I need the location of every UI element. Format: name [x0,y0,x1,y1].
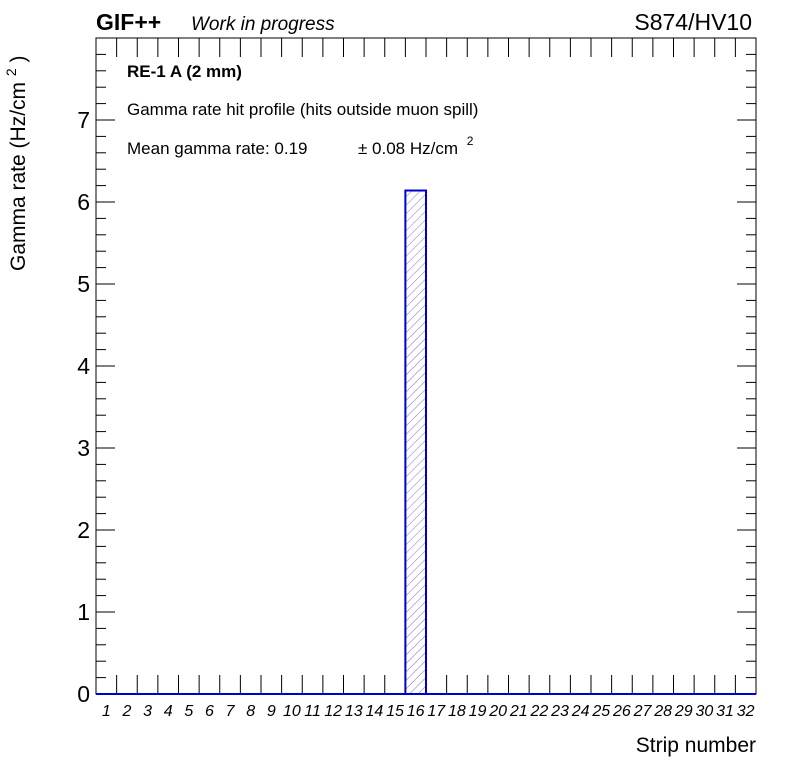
mean-rate-error: ± 0.08 Hz/cm [358,139,458,158]
run-label: S874/HV10 [634,9,752,35]
chamber-label: RE-1 A (2 mm) [127,62,242,81]
x-tick-label: 28 [653,703,672,720]
x-tick-label: 17 [427,703,446,720]
x-tick-label: 8 [246,703,255,720]
gif-logo: GIF++ [96,9,161,35]
x-tick-label: 21 [509,703,528,720]
x-tick-label: 23 [550,703,569,720]
work-in-progress-label: Work in progress [191,14,335,35]
x-tick-label: 24 [571,703,590,720]
x-tick-label: 12 [324,703,342,720]
x-axis-label: Strip number [636,734,756,757]
x-tick-label: 20 [488,703,507,720]
x-tick-label: 14 [366,703,384,720]
x-tick-label: 6 [205,703,214,720]
y-tick-label: 4 [77,353,90,379]
x-tick-labels: 1 2 3 4 5 6 7 8 9 10 11 12 13 14 15 16 17 18 19 20 21 22 23 24 2… [102,703,755,720]
y-tick-label: 2 [77,517,90,543]
x-tick-label: 18 [448,703,466,720]
y-tick-label: 1 [77,599,90,625]
x-tick-label: 31 [716,703,734,720]
x-tick-label: 3 [143,703,152,720]
x-tick-label: 32 [737,703,755,720]
x-tick-label: 25 [591,703,610,720]
mean-rate-exponent: 2 [467,134,474,148]
x-tick-label: 4 [164,703,173,720]
x-tick-label: 7 [226,703,236,720]
x-tick-label: 16 [407,703,425,720]
axis-ticks [95,37,757,695]
x-tick-label: 30 [696,703,714,720]
y-axis-label: Gamma rate (Hz/cm 2 ) [0,55,30,271]
x-tick-label: 10 [283,703,301,720]
y-tick-label: 7 [77,107,90,133]
y-tick-label: 3 [77,435,90,461]
y-axis-label-close: ) [7,55,30,62]
x-tick-label: 26 [612,703,631,720]
y-axis-label-exponent: 2 [3,68,19,76]
mean-rate-label: Mean gamma rate: 0.19 ± 0.08 Hz/cm 2 [127,134,474,158]
description-label: Gamma rate hit profile (hits outside muo… [127,100,478,119]
x-tick-label: 22 [530,703,549,720]
x-tick-label: 11 [304,703,321,720]
x-tick-label: 15 [386,703,404,720]
histogram-bars [96,189,756,696]
histogram-bar-strip-16 [404,189,427,696]
y-tick-label: 5 [77,271,90,297]
x-tick-label: 1 [102,703,111,720]
x-tick-label: 27 [633,703,653,720]
x-tick-label: 2 [121,703,131,720]
y-tick-label: 6 [77,189,90,215]
y-tick-labels: 0 1 2 3 4 5 6 7 [77,107,90,707]
x-tick-label: 19 [469,703,487,720]
x-tick-label: 9 [267,703,276,720]
y-tick-label: 0 [77,681,90,707]
x-tick-label: 5 [184,703,193,720]
mean-rate-value: Mean gamma rate: 0.19 [127,139,307,158]
x-tick-label: 29 [674,703,693,720]
x-tick-label: 13 [345,703,363,720]
y-axis-label-main: Gamma rate (Hz/cm [7,82,30,271]
